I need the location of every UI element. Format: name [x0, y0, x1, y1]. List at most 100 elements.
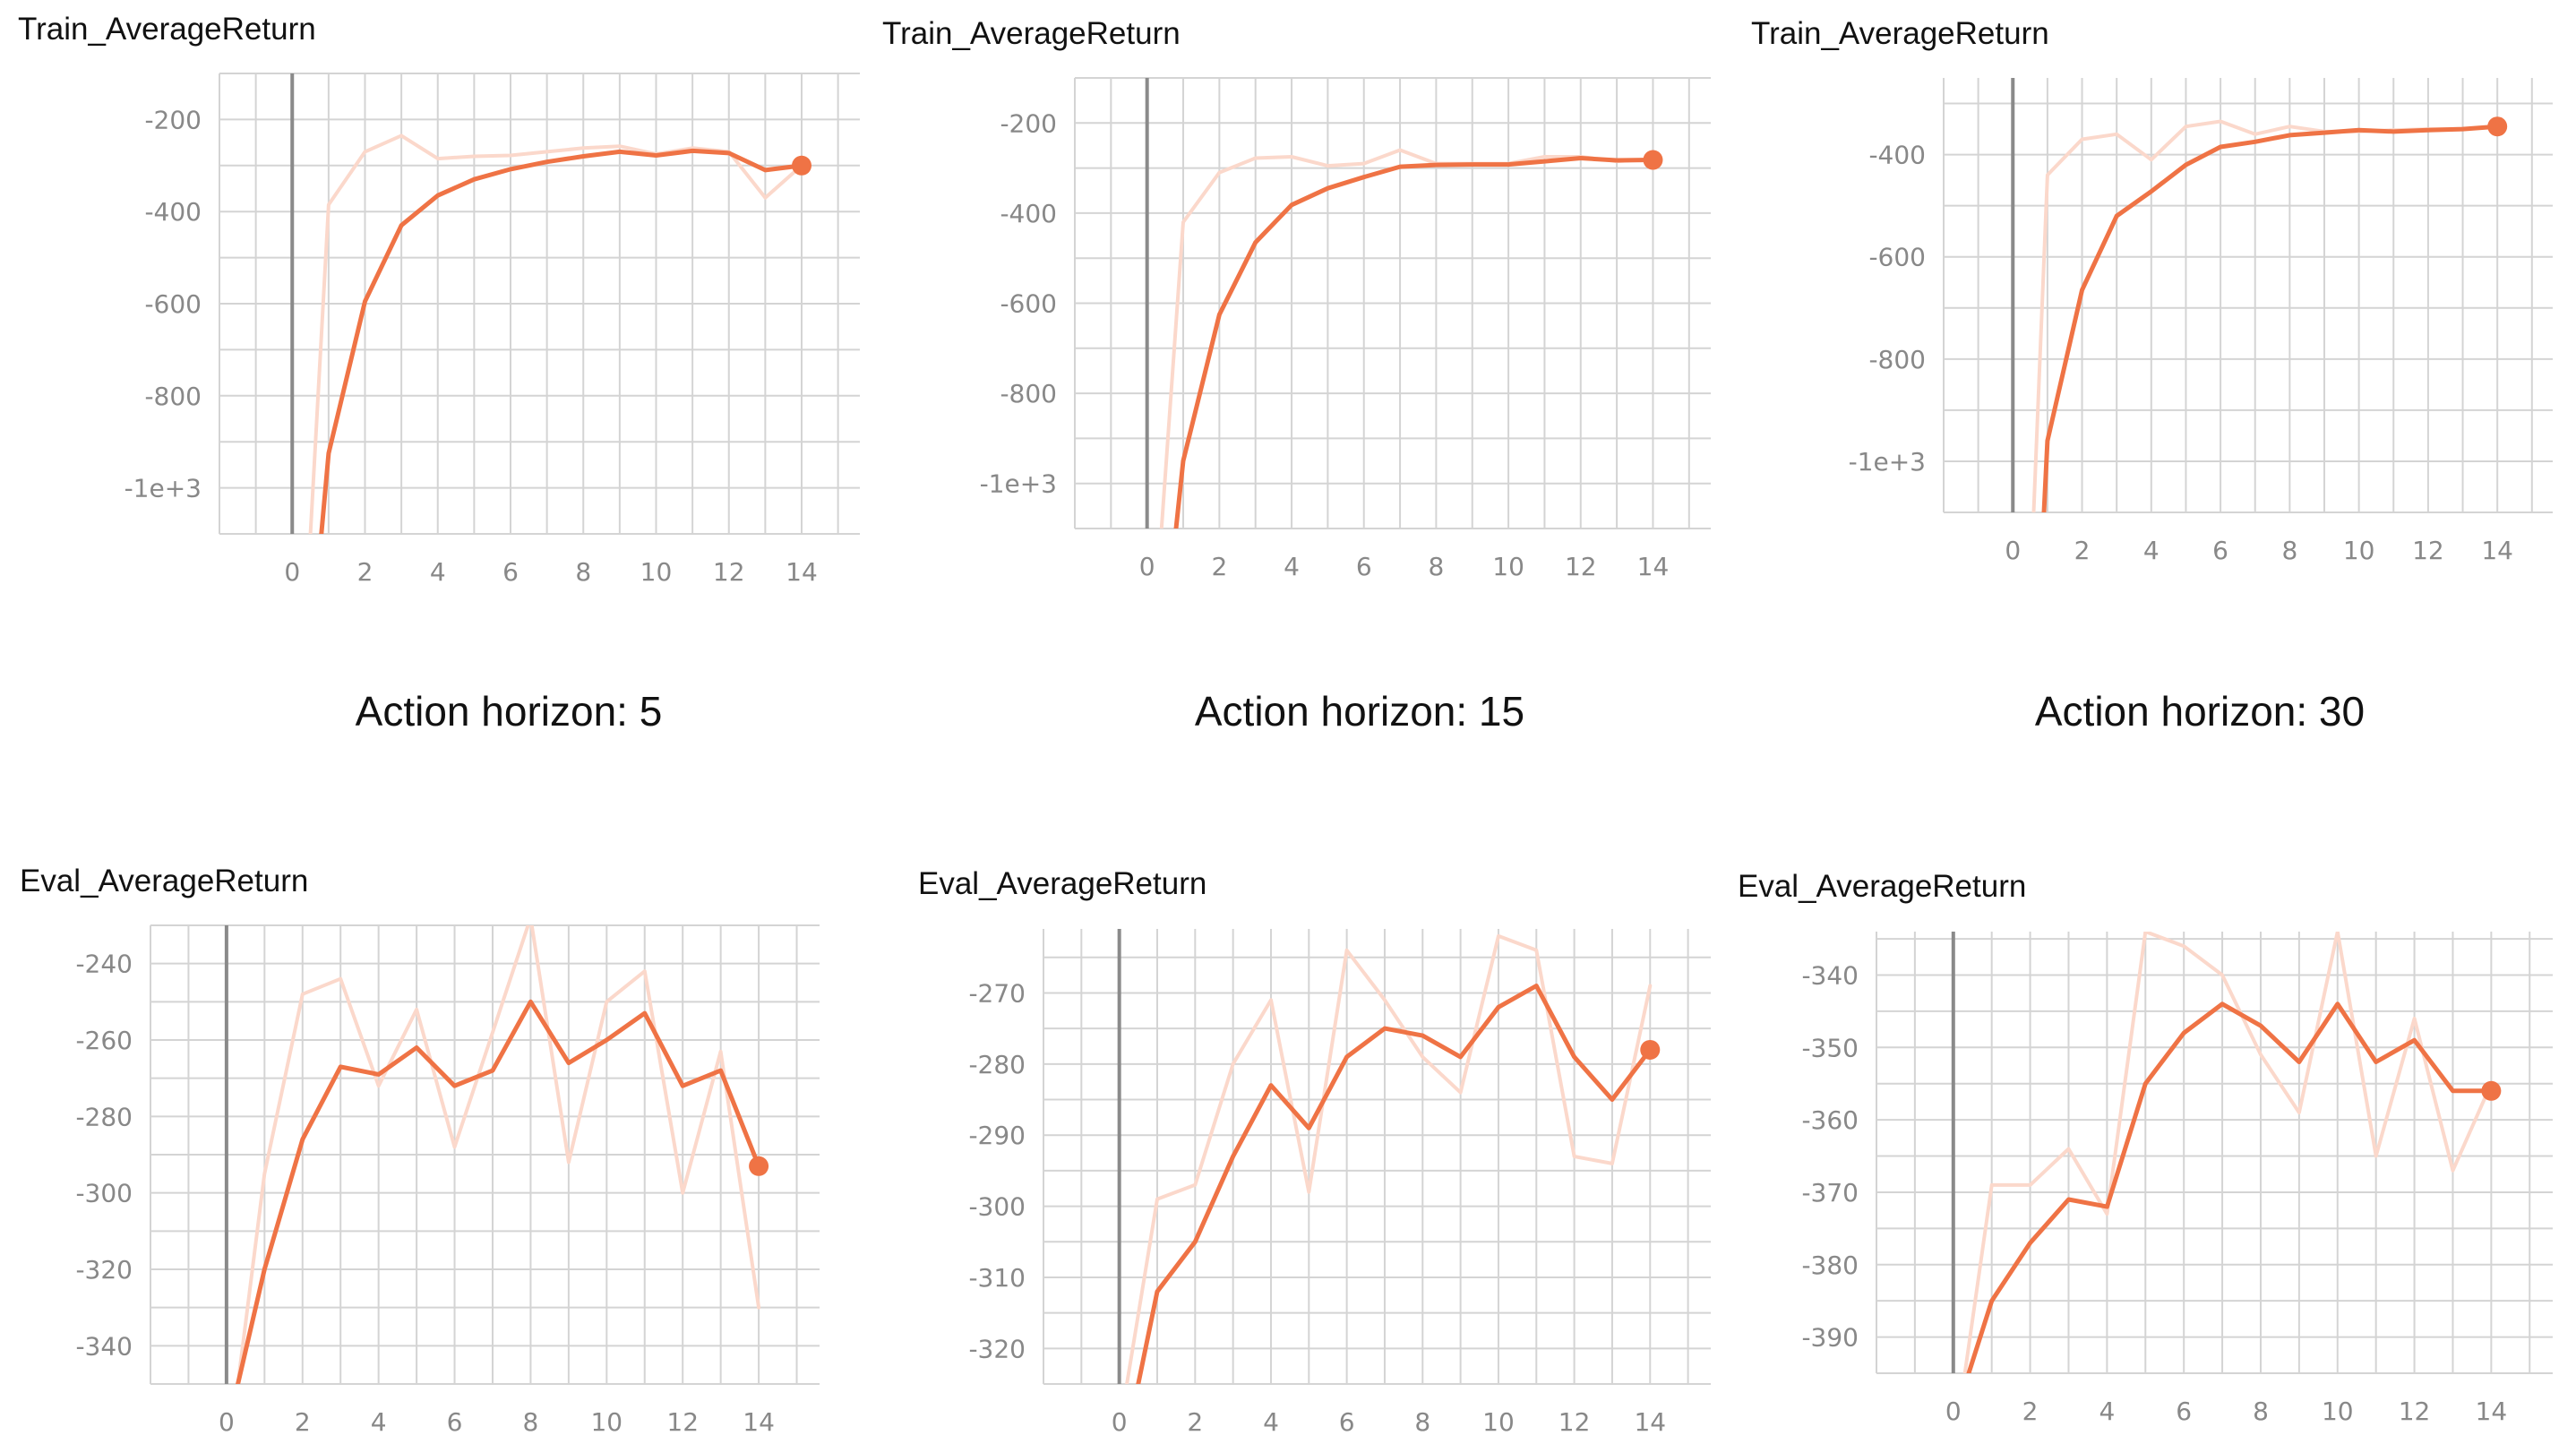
y-tick-label: -320 — [75, 1255, 133, 1285]
panel-eval-h5: Eval_AverageReturn -240-260-280-300-320-… — [20, 864, 820, 1437]
y-tick-label: -600 — [1000, 289, 1057, 319]
x-tick-label: 14 — [2481, 536, 2513, 565]
x-tick-label: 12 — [1558, 1407, 1591, 1437]
x-tick-label: 10 — [1482, 1407, 1515, 1437]
y-tick-label: -1e+3 — [980, 469, 1057, 499]
y-tick-label: -400 — [1000, 199, 1057, 228]
last-point-marker — [2487, 116, 2508, 137]
x-tick-label: 8 — [2253, 1397, 2269, 1426]
x-tick-label: 4 — [2099, 1397, 2115, 1426]
y-tick-label: -370 — [1801, 1178, 1859, 1208]
x-tick-label: 4 — [371, 1407, 387, 1437]
x-tick-label: 14 — [743, 1407, 775, 1437]
x-tick-label: 2 — [1211, 552, 1227, 581]
x-tick-label: 0 — [284, 557, 300, 587]
x-tick-label: 8 — [523, 1407, 539, 1437]
plot-area: -340 -350 -360 -370 -380 -390 0 2 4 6 8 10 12 14 — [1801, 932, 2553, 1426]
y-tick-label: -280 — [75, 1102, 133, 1131]
last-point-marker — [749, 1156, 769, 1176]
x-tick-label: 6 — [1356, 552, 1372, 581]
x-tick-label: 12 — [2412, 536, 2444, 565]
x-tick-label: 12 — [2399, 1397, 2431, 1426]
x-tick-label: 8 — [1428, 552, 1444, 581]
smoothed-series-line — [1173, 156, 1655, 529]
last-point-marker — [1643, 150, 1663, 170]
x-tick-label: 12 — [1565, 552, 1597, 581]
y-tick-label: -270 — [968, 978, 1026, 1008]
y-tick-label: -800 — [144, 382, 202, 411]
y-tick-label: -320 — [968, 1334, 1026, 1363]
x-tick-label: 14 — [786, 557, 818, 587]
y-tick-label: -390 — [1801, 1323, 1859, 1353]
panel-title: Train_AverageReturn — [18, 12, 316, 47]
plot-area: -270 -280 -290 -300 -310 -320 0 2 4 6 8 10 12 14 — [968, 929, 1711, 1437]
y-tick-label: -300 — [968, 1192, 1026, 1222]
raw-series-line — [236, 925, 761, 1384]
caption-horizon-5: Action horizon: 5 — [356, 688, 663, 735]
x-tick-label: 6 — [502, 557, 519, 587]
y-tick-label: -280 — [968, 1050, 1026, 1079]
panel-title: Train_AverageReturn — [1751, 16, 2049, 51]
x-tick-label: 14 — [2476, 1397, 2508, 1426]
last-point-marker — [1640, 1039, 1661, 1060]
x-tick-label: 4 — [1284, 552, 1300, 581]
y-tick-label: -400 — [144, 197, 202, 227]
y-tick-label: -300 — [75, 1179, 133, 1208]
panel-eval-h15: Eval_AverageReturn -270-280-290-300-310-… — [918, 866, 1711, 1437]
panel-title: Eval_AverageReturn — [1738, 869, 2026, 904]
x-tick-label: 6 — [2176, 1397, 2192, 1426]
x-tick-label: 0 — [1139, 552, 1155, 581]
raw-series-line — [1962, 932, 2494, 1373]
plot-area: -240 -260 -280 -300 -320 -340 0 2 4 6 8 10 12 14 — [75, 924, 820, 1437]
smoothed-series-line — [1136, 984, 1653, 1384]
y-tick-label: -340 — [75, 1331, 133, 1361]
x-tick-label: 0 — [1112, 1407, 1128, 1437]
y-tick-label: -1e+3 — [1849, 447, 1926, 477]
x-tick-label: 4 — [2143, 536, 2160, 565]
x-tick-label: 10 — [2322, 1397, 2354, 1426]
x-tick-label: 10 — [2343, 536, 2375, 565]
x-tick-label: 8 — [575, 557, 591, 587]
y-tick-label: -260 — [75, 1026, 133, 1055]
y-tick-label: -310 — [968, 1263, 1026, 1293]
x-tick-label: 2 — [2022, 1397, 2039, 1426]
smoothed-series-line — [319, 148, 804, 534]
x-tick-label: 12 — [713, 557, 745, 587]
x-tick-label: 10 — [1492, 552, 1524, 581]
x-tick-label: 2 — [2074, 536, 2091, 565]
x-tick-label: 4 — [430, 557, 446, 587]
x-tick-label: 6 — [447, 1407, 463, 1437]
x-tick-label: 10 — [590, 1407, 623, 1437]
raw-series-line — [1159, 148, 1655, 529]
smoothed-series-line — [236, 999, 761, 1384]
y-tick-label: -290 — [968, 1121, 1026, 1150]
y-tick-label: -350 — [1801, 1033, 1859, 1062]
y-tick-label: -600 — [144, 289, 202, 319]
x-tick-label: 10 — [640, 557, 673, 587]
panel-train-h5: Train_AverageReturn -200 -400 -600 -800 -1e+… — [18, 12, 860, 587]
y-tick-label: -600 — [1868, 243, 1926, 272]
x-tick-label: 2 — [295, 1407, 311, 1437]
x-tick-label: 6 — [1339, 1407, 1355, 1437]
y-tick-label: -1e+3 — [125, 474, 202, 503]
x-tick-label: 0 — [219, 1407, 235, 1437]
x-tick-label: 14 — [1634, 1407, 1666, 1437]
y-tick-label: -200 — [144, 105, 202, 134]
y-tick-label: -240 — [75, 950, 133, 979]
x-tick-label: 0 — [1945, 1397, 1962, 1426]
caption-horizon-15: Action horizon: 15 — [1195, 688, 1524, 735]
smoothed-series-line — [1966, 1001, 2494, 1373]
y-tick-label: -200 — [1000, 108, 1057, 138]
plot-area: -200 -400 -600 -800 -1e+3 0 2 4 6 8 10 12 14 — [125, 73, 860, 587]
panel-train-h15: Train_AverageReturn -200 -400 -600 -800 -1e+… — [882, 16, 1711, 581]
y-tick-label: -380 — [1801, 1251, 1859, 1280]
x-tick-label: 8 — [1414, 1407, 1430, 1437]
y-tick-label: -800 — [1000, 379, 1057, 408]
plot-area: -400 -600 -800 -1e+3 0 2 4 6 8 10 12 14 — [1849, 78, 2553, 565]
y-tick-label: -800 — [1868, 345, 1926, 374]
x-tick-label: 2 — [1187, 1407, 1203, 1437]
caption-horizon-30: Action horizon: 30 — [2035, 688, 2365, 735]
y-tick-label: -400 — [1868, 141, 1926, 170]
raw-series-line — [308, 133, 803, 534]
